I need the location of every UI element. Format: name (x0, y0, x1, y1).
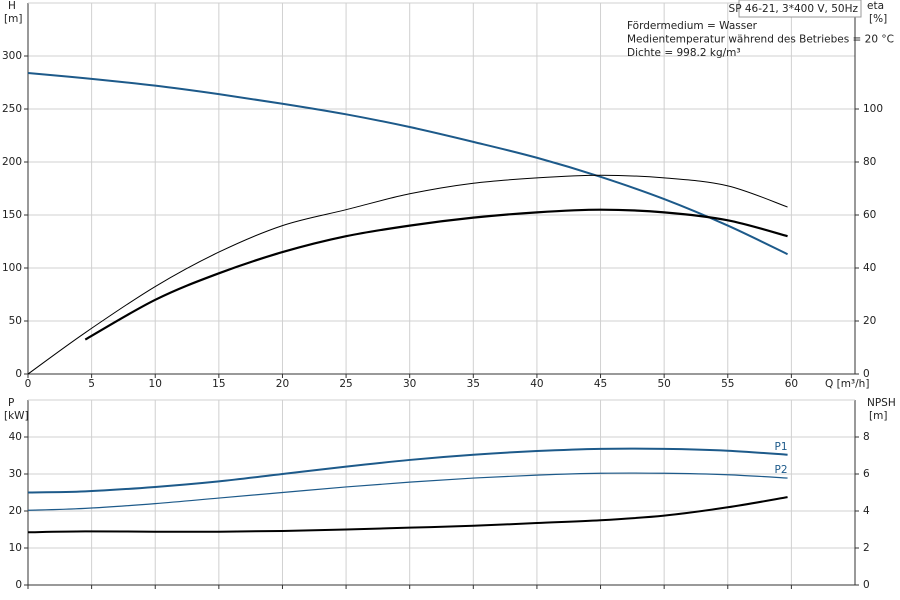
y-axis-label: P (8, 397, 14, 409)
annotation: Dichte = 998.2 kg/m³ (627, 47, 741, 59)
y2-tick-label: 6 (863, 468, 870, 480)
y-tick-label: 0 (15, 368, 22, 380)
y-tick-label: 250 (2, 103, 22, 115)
y2-tick-label: 40 (863, 262, 876, 274)
y2-tick-label: 100 (863, 103, 883, 115)
y2-tick-label: 20 (863, 315, 876, 327)
x-tick-label: 45 (594, 378, 607, 390)
title-box (738, 0, 862, 18)
chart-title: SP 46-21, 3*400 V, 50Hz (729, 3, 859, 15)
y2-tick-label: 4 (863, 505, 870, 517)
x-tick-label: 5 (88, 378, 95, 390)
y-tick-label: 100 (2, 262, 22, 274)
y-axis-label: H (8, 0, 16, 12)
y2-tick-label: 60 (863, 209, 876, 221)
y2-tick-label: 0 (863, 579, 870, 591)
curve (27, 472, 788, 511)
y2-tick-label: 0 (863, 368, 870, 380)
curve (84, 208, 788, 341)
x-tick-label: 25 (339, 378, 352, 390)
y-axis-unit: [m] (4, 13, 22, 25)
y2-tick-label: 2 (863, 542, 870, 554)
x-tick-label: 10 (149, 378, 162, 390)
y2-tick-label: 80 (863, 156, 876, 168)
y2-axis-unit: [%] (869, 13, 887, 25)
x-tick-label: 55 (721, 378, 734, 390)
curve (27, 174, 788, 375)
curve (27, 496, 788, 534)
annotation: Fördermedium = Wasser (627, 20, 758, 32)
y2-axis-label: eta (867, 0, 884, 12)
annotation: Medientemperatur während des Betriebes =… (627, 34, 894, 46)
x-tick-label: 30 (403, 378, 416, 390)
x-tick-label: 50 (657, 378, 670, 390)
y2-tick-label: 8 (863, 431, 870, 443)
y-axis-unit: [kW] (4, 410, 29, 422)
curve-label: P2 (775, 464, 788, 476)
y-tick-label: 200 (2, 156, 22, 168)
x-tick-label: 40 (530, 378, 543, 390)
x-tick-label: 35 (467, 378, 480, 390)
y-tick-label: 10 (9, 542, 22, 554)
y-tick-label: 20 (9, 505, 22, 517)
y-tick-label: 150 (2, 209, 22, 221)
y2-axis-unit: [m] (869, 410, 887, 422)
curve (27, 71, 788, 256)
x-axis-label: Q [m³/h] (825, 378, 869, 390)
x-tick-label: 0 (25, 378, 32, 390)
y-tick-label: 300 (2, 50, 22, 62)
curve (27, 447, 788, 494)
y-tick-label: 40 (9, 431, 22, 443)
x-tick-label: 20 (276, 378, 289, 390)
x-tick-label: 60 (785, 378, 798, 390)
y-tick-label: 0 (15, 579, 22, 591)
y2-axis-label: NPSH (867, 397, 896, 409)
y-tick-label: 50 (9, 315, 22, 327)
curve-label: P1 (775, 441, 788, 453)
x-tick-label: 15 (212, 378, 225, 390)
y-tick-label: 30 (9, 468, 22, 480)
